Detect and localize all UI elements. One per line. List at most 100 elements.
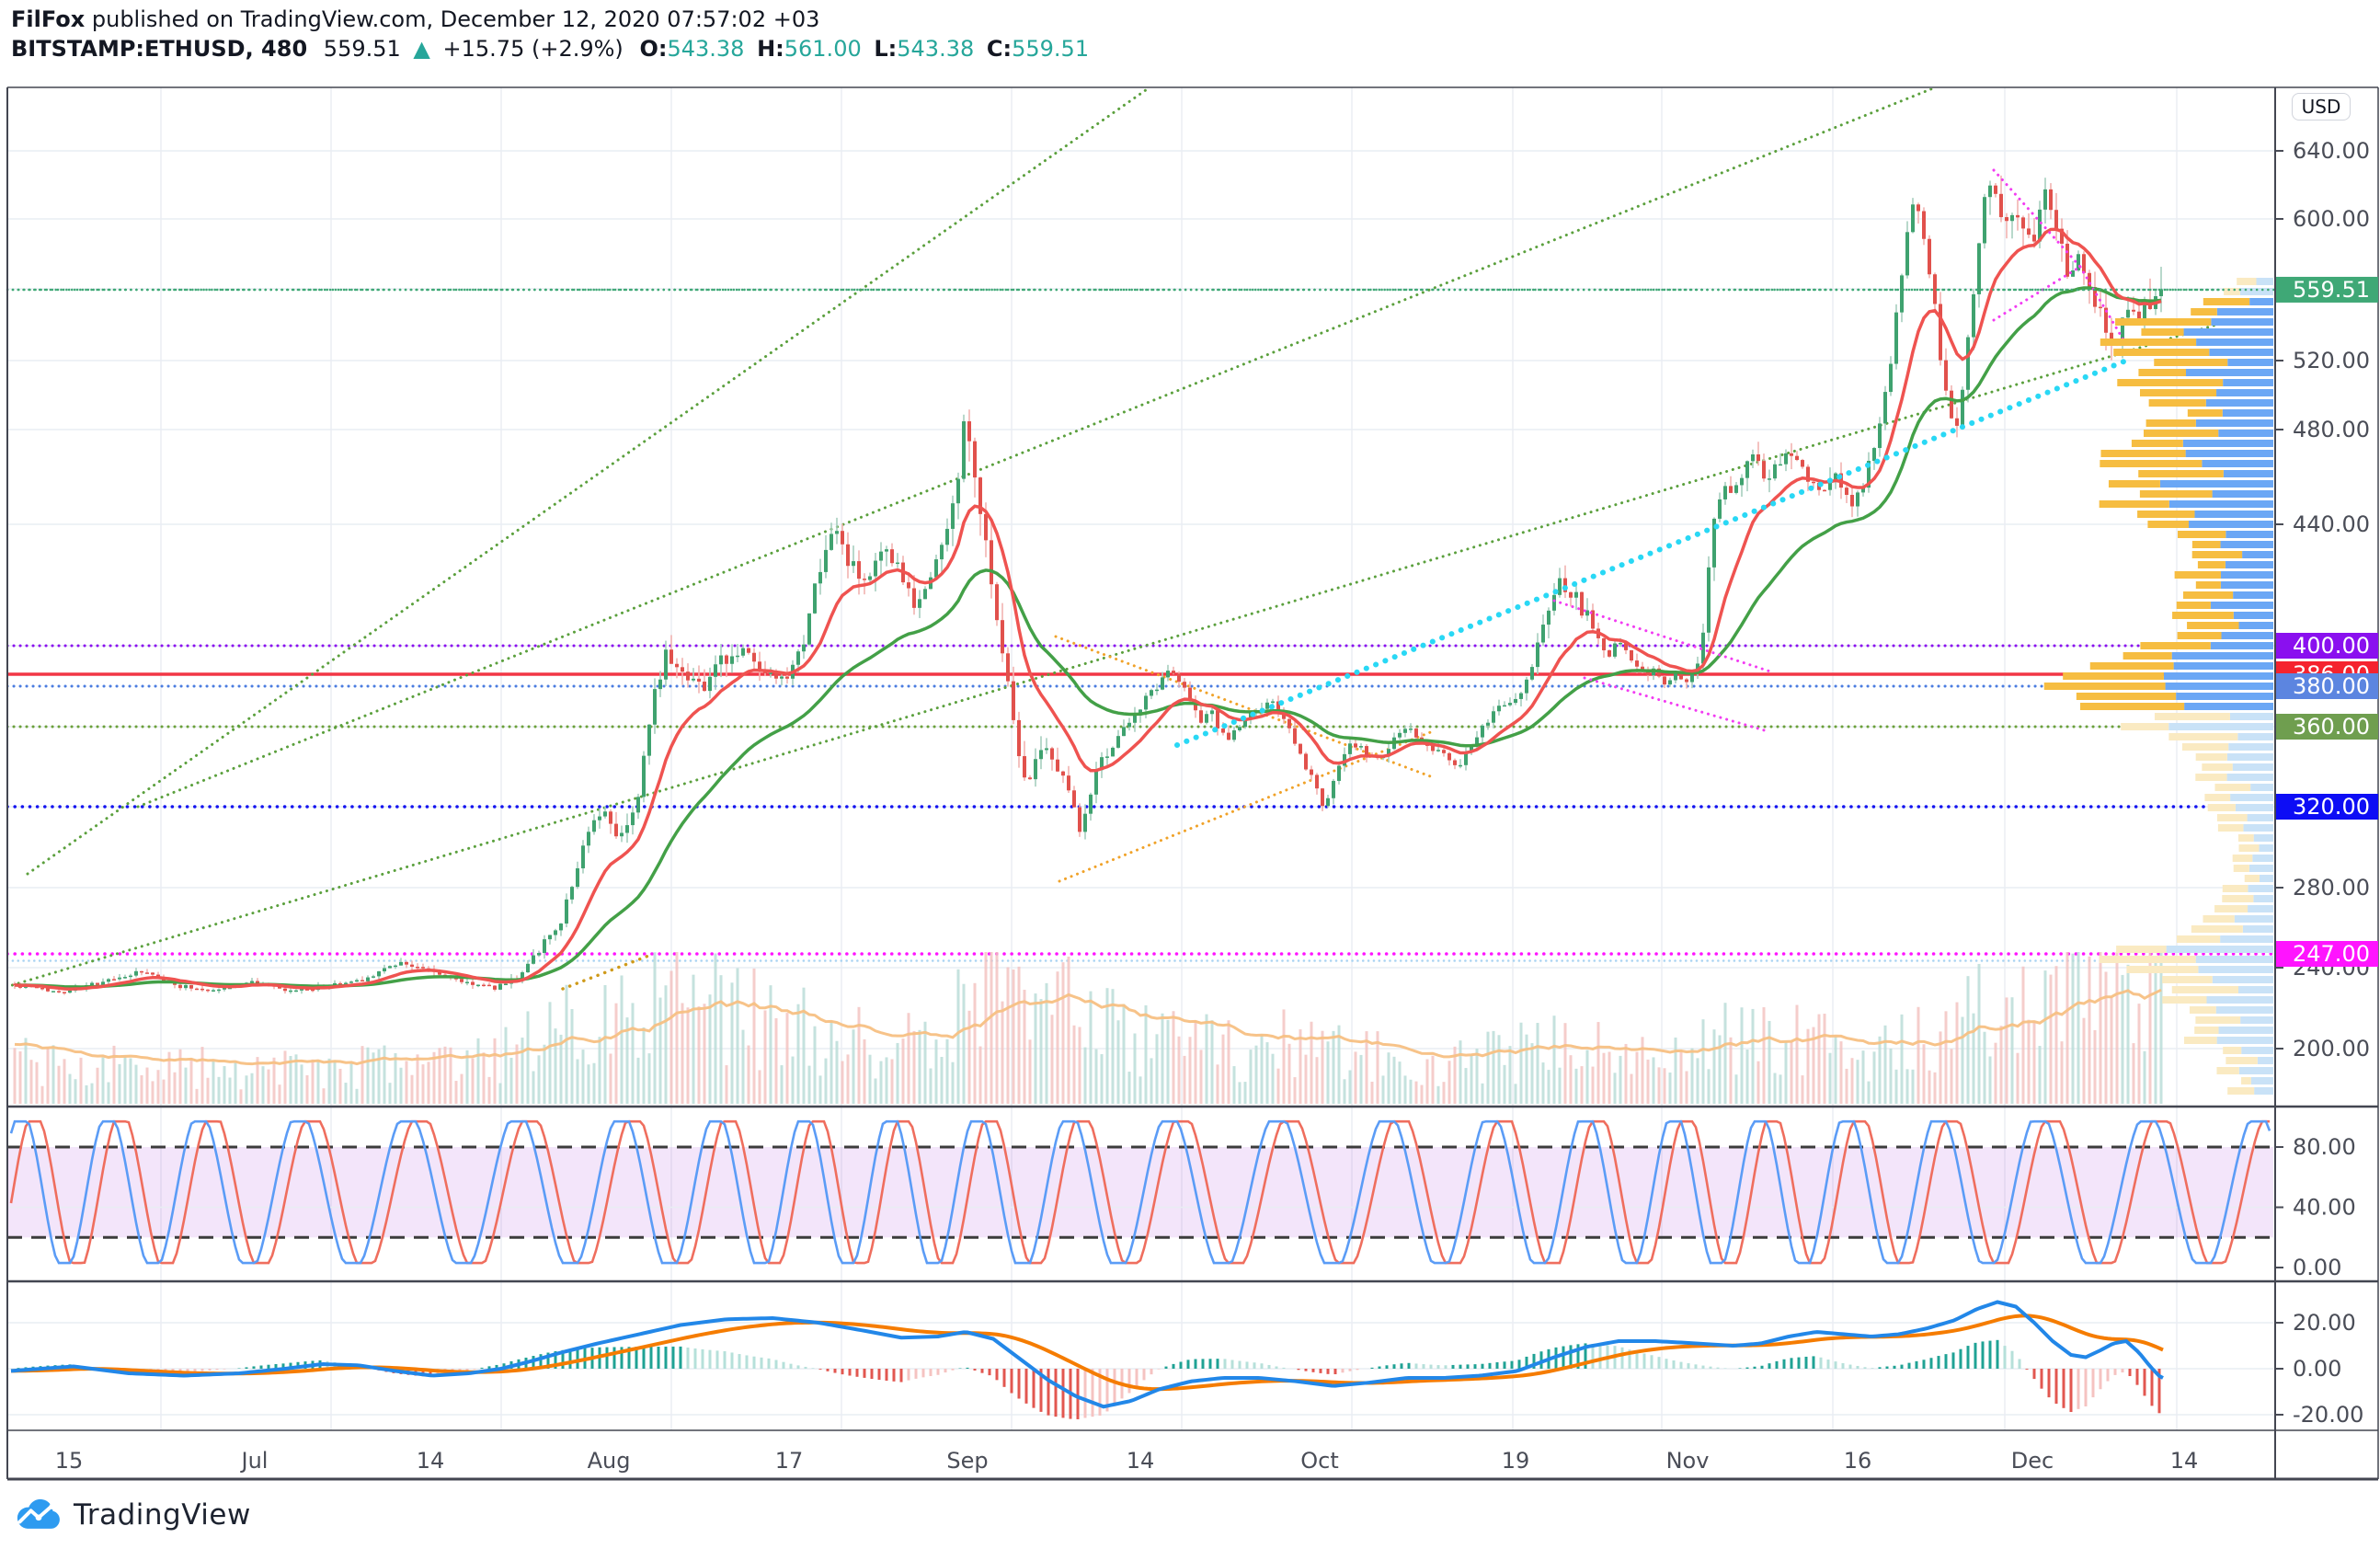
candle-body [1608,649,1611,657]
hist-bar [487,1366,491,1369]
price-axis-bg[interactable] [2276,87,2380,1479]
symbol-title[interactable]: BITSTAMP:ETHUSD, 480 [11,36,308,62]
hist-bar [289,1362,292,1369]
candle-body [51,991,55,993]
candle-body [587,832,590,846]
profile-row-gold [2227,1087,2255,1095]
volume-bar [2077,952,2080,1104]
profile-row-gold [2233,865,2249,872]
hist-bar [2091,1369,2095,1398]
hist-bar [1768,1363,1771,1369]
volume-bar [366,1047,370,1104]
hist-bar [708,1349,712,1369]
candle-body [250,981,254,983]
candle-body [1646,671,1650,676]
candle-body [1806,466,1810,482]
hist-bar [605,1347,609,1369]
volume-bar [1514,1084,1517,1104]
profile-row-gold [2099,500,2169,508]
profile-row-blue [2184,703,2273,710]
tradingview-logo[interactable]: TradingView [13,1497,251,1532]
currency-usd-button[interactable]: USD [2292,93,2351,120]
hist-bar [1216,1359,1219,1369]
candle-body [1072,790,1076,808]
hist-bar [1157,1369,1161,1370]
candle-body [537,953,541,956]
hist-bar [664,1346,668,1369]
volume-bar [1431,1055,1435,1104]
hist-bar [1885,1366,1889,1369]
candle-body [1519,693,1523,699]
candle-body [13,983,17,986]
candle-body [2060,228,2064,244]
hist-bar [2032,1369,2036,1380]
macd-panel[interactable] [7,1300,2274,1419]
profile-row-gold [2145,419,2196,427]
candle-body [885,549,888,552]
volume-bar [1227,1020,1230,1104]
time-axis-label: Nov [1666,1448,1710,1474]
time-axis[interactable]: 15 Jul 14 Aug 17 Sep 14 Oct 19 Nov 16 Dec 14 [55,1448,2199,1474]
profile-row-gold [2204,794,2231,801]
candle-body [548,935,552,940]
candle-body [504,983,508,986]
hist-bar [1988,1340,1992,1369]
volume-bar [1861,1050,1865,1104]
high-value: 561.00 [784,36,862,62]
candle-body [962,421,966,479]
price-axis[interactable]: 640.00600.00520.00480.00440.00280.00240.… [2276,138,2378,1428]
hist-bar [1002,1369,1006,1387]
candle-body [570,887,574,900]
candle-body [1613,643,1617,657]
volume-bar [1657,1067,1661,1104]
candle-body [835,531,839,534]
hist-bar [1907,1362,1911,1369]
volume-bar [2110,996,2113,1104]
hist-bar [730,1352,734,1369]
hist-bar [1569,1345,1573,1369]
candle-body [741,648,745,656]
volume-bar [1817,1014,1821,1104]
hist-bar [1356,1369,1359,1371]
hist-bar [1584,1343,1587,1369]
candle-body [692,678,695,681]
volume-bar [145,1067,149,1104]
volume-bar [195,1088,199,1104]
candle-body [1850,495,1854,507]
candle-body [730,656,734,664]
volume-bar [653,952,657,1104]
time-axis-label: Oct [1300,1448,1339,1474]
volume-bar [609,1053,612,1104]
hist-bar [951,1369,955,1371]
volume-bar [427,1061,430,1104]
volume-bar [2115,952,2119,1104]
hist-bar [1223,1359,1227,1369]
candle-body [1503,705,1506,707]
hist-bar [1047,1369,1050,1416]
stochastic-panel[interactable] [7,1119,2274,1265]
candle-body [719,655,723,665]
candle-body [1116,736,1120,748]
price-tick-label: 200.00 [2293,1036,2370,1061]
volume-bar [763,1010,767,1104]
hist-bar [193,1369,197,1372]
hist-bar [465,1369,469,1371]
volume-bar [1701,1019,1705,1104]
volume-bar [2126,964,2130,1104]
candle-body [2054,210,2058,229]
hist-bar [899,1369,903,1383]
volume-bar [449,1047,452,1104]
main-chart-area[interactable] [0,55,2274,1104]
volume-bar [923,1021,927,1104]
volume-bar [498,1083,502,1104]
volume-bar [1608,1051,1611,1104]
candle-body [140,970,143,973]
candle-body [1999,193,2003,218]
volume-bar [1839,1041,1843,1104]
candle-body [388,966,392,969]
candle-body [526,963,530,973]
candle-body [1530,667,1534,680]
candle-body [653,689,657,725]
profile-row-gold [2154,713,2230,720]
